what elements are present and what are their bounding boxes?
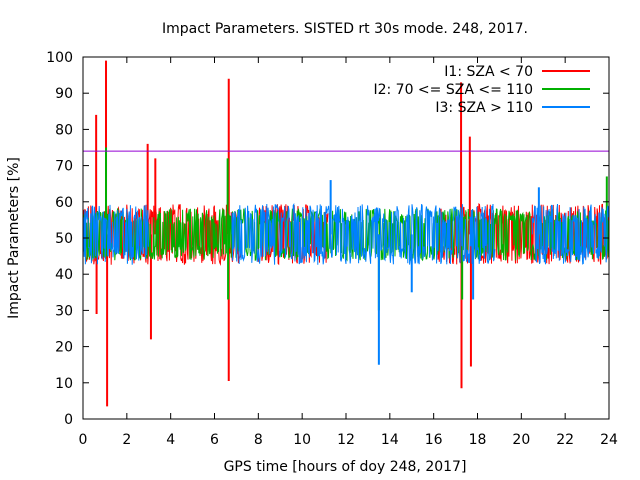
y-tick-label: 60 [55,195,73,211]
x-tick-label: 8 [254,432,263,448]
y-tick-label: 70 [55,159,73,175]
x-tick-label: 2 [122,432,131,448]
x-tick-label: 12 [337,432,355,448]
chart-title: Impact Parameters. SISTED rt 30s mode. 2… [162,21,528,37]
legend-label-2: I2: 70 <= SZA <= 110 [373,82,533,98]
y-tick-label: 10 [55,376,73,392]
x-tick-label: 14 [381,432,399,448]
series-2-line [82,208,610,262]
y-axis-ticks: 0 10 20 30 40 50 60 70 80 90 100 [46,50,609,428]
x-axis-ticks: 0 2 4 6 8 10 12 14 16 18 20 22 24 [79,57,618,448]
legend: I1: SZA < 70 I2: 70 <= SZA <= 110 I3: SZA … [373,64,590,116]
y-tick-label: 80 [55,122,73,138]
x-tick-label: 20 [512,432,530,448]
x-tick-label: 6 [210,432,219,448]
y-tick-label: 0 [64,412,73,428]
x-tick-label: 4 [166,432,175,448]
series-layer [82,60,610,407]
x-tick-label: 16 [425,432,443,448]
x-tick-label: 0 [79,432,88,448]
y-tick-label: 90 [55,86,73,102]
y-tick-label: 100 [46,50,73,66]
series-3 [82,180,609,365]
y-tick-label: 40 [55,267,73,283]
x-axis-title: GPS time [hours of doy 248, 2017] [224,459,467,475]
legend-label-1: I1: SZA < 70 [444,64,533,80]
y-tick-label: 20 [55,340,73,356]
y-axis-title: Impact Parameters [%] [6,157,22,319]
legend-label-3: I3: SZA > 110 [435,100,533,116]
x-tick-label: 24 [600,432,618,448]
x-tick-label: 22 [556,432,574,448]
y-tick-label: 50 [55,231,73,247]
y-tick-label: 30 [55,303,73,319]
x-tick-label: 10 [293,432,311,448]
series-3-line [82,203,609,265]
x-tick-label: 18 [469,432,487,448]
